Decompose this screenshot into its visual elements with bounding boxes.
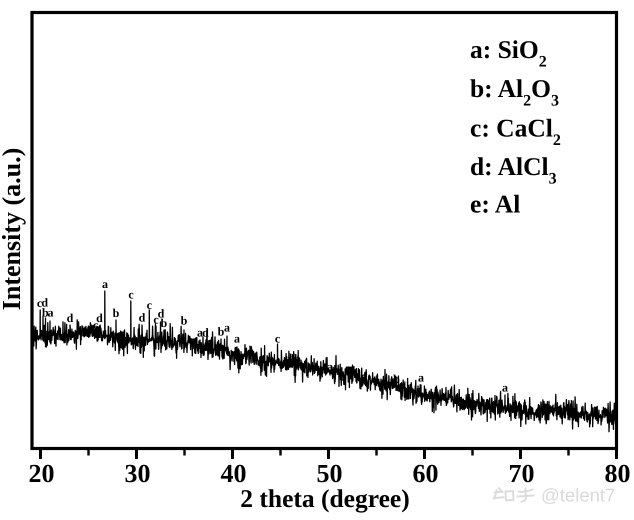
- svg-text:a: a: [502, 381, 508, 395]
- svg-text:a: a: [418, 371, 424, 385]
- svg-text:b: b: [218, 325, 225, 339]
- svg-text:c: c: [153, 313, 159, 327]
- svg-text:c: c: [128, 288, 134, 302]
- svg-text:e: Al: e: Al: [470, 190, 520, 219]
- svg-text:d: d: [158, 307, 165, 321]
- svg-text:a: a: [234, 332, 240, 346]
- svg-text:a: a: [224, 321, 230, 335]
- svg-text:20: 20: [29, 459, 55, 488]
- svg-text:c: c: [37, 296, 43, 310]
- svg-text:30: 30: [125, 459, 151, 488]
- svg-text:a: a: [327, 360, 333, 374]
- svg-text:a: a: [48, 306, 54, 320]
- svg-text:a: a: [102, 277, 108, 291]
- svg-text:b: b: [289, 351, 296, 365]
- svg-text:60: 60: [413, 459, 439, 488]
- svg-text:d: d: [361, 369, 368, 383]
- svg-text:b: b: [160, 316, 167, 330]
- svg-text:c: c: [93, 318, 99, 332]
- svg-text:a: a: [197, 326, 203, 340]
- svg-text:b: b: [393, 372, 400, 386]
- svg-text:b: b: [181, 314, 188, 328]
- svg-text:70: 70: [509, 459, 535, 488]
- svg-text:d: d: [41, 296, 48, 310]
- svg-text:d: d: [139, 311, 146, 325]
- svg-text:Intensity (a.u.): Intensity (a.u.): [0, 148, 26, 311]
- svg-text:b: b: [42, 306, 49, 320]
- svg-text:2 theta (degree): 2 theta (degree): [240, 484, 409, 513]
- svg-text:c: c: [147, 298, 153, 312]
- svg-text:80: 80: [605, 459, 631, 488]
- svg-text:40: 40: [221, 459, 247, 488]
- svg-text:d: d: [67, 311, 74, 325]
- svg-text:b: b: [113, 306, 120, 320]
- svg-text:c: c: [275, 332, 281, 346]
- svg-text:@telent7: @telent7: [541, 485, 615, 506]
- svg-text:d: d: [96, 311, 103, 325]
- svg-text:d: d: [202, 326, 209, 340]
- svg-text:50: 50: [317, 459, 343, 488]
- svg-text:b: b: [294, 352, 301, 366]
